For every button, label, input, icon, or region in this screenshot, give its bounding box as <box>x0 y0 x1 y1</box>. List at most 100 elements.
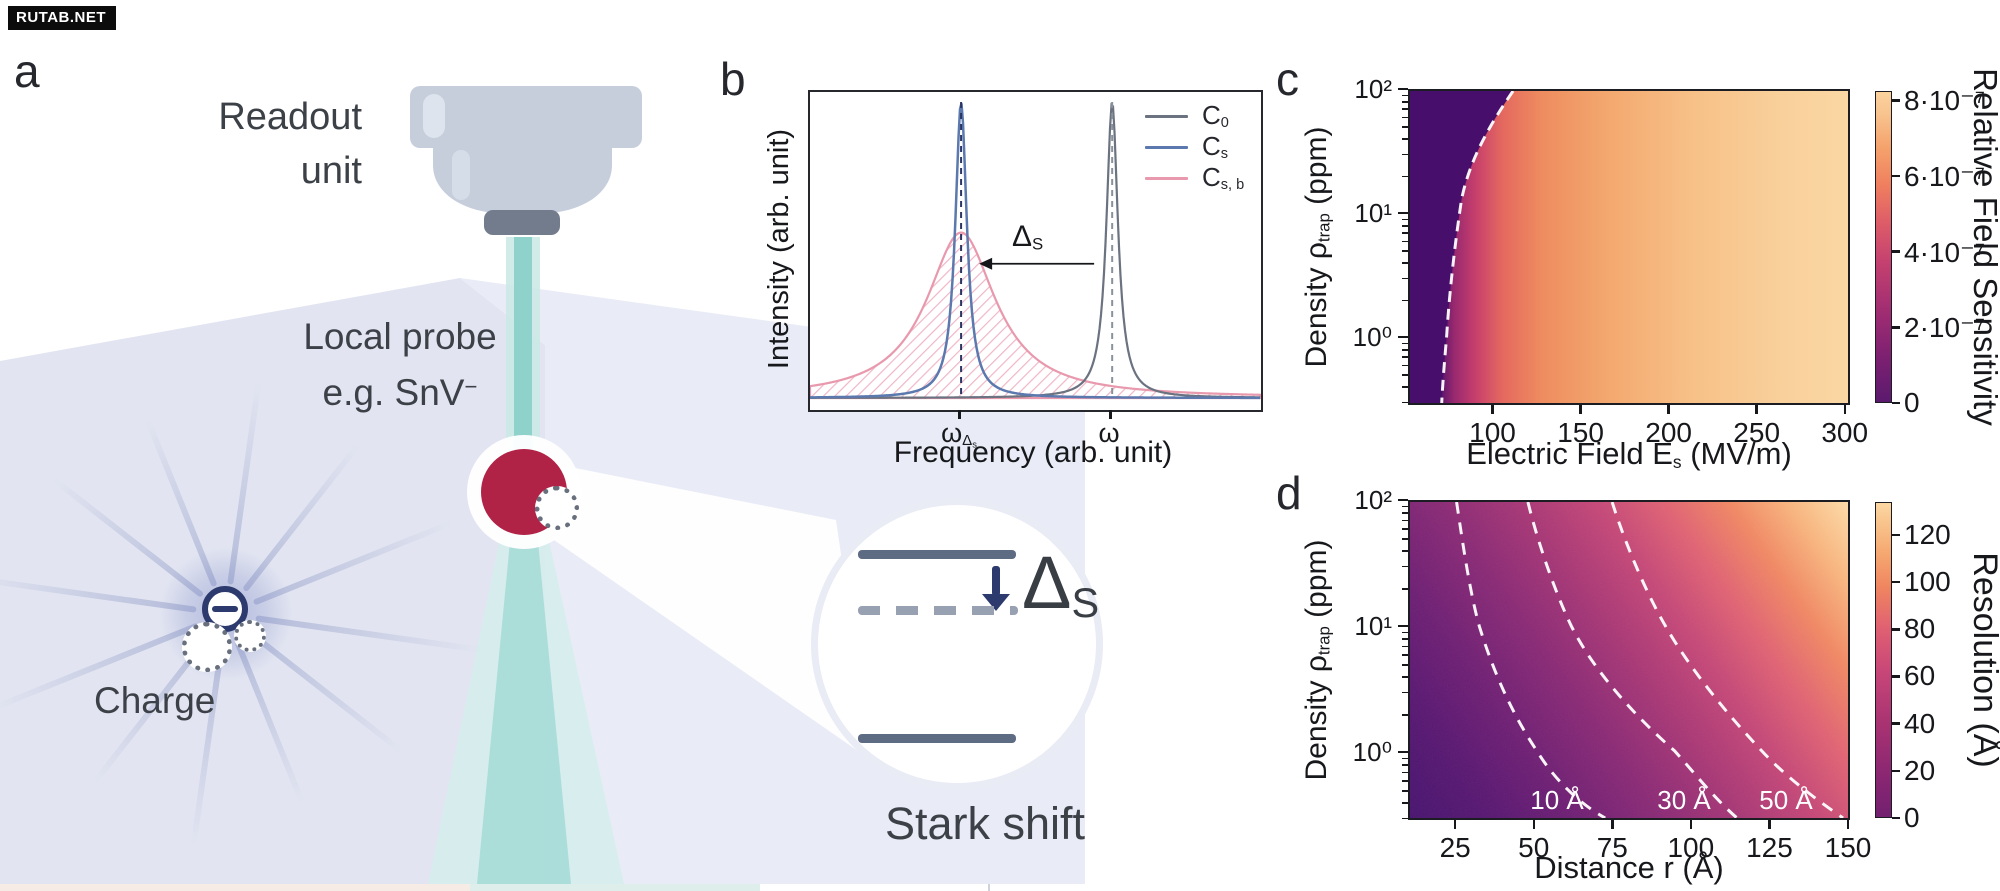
panel-d-ylabel-sub: trap <box>1314 626 1334 656</box>
y-minor-tick <box>1402 764 1408 766</box>
legend-label-c0: C0 <box>1202 100 1229 131</box>
contour-30A <box>1526 502 1738 818</box>
energy-level-shifted-dashed <box>858 606 1018 615</box>
legend-line-c0 <box>1145 114 1188 118</box>
contour-label-50A: 50 Å <box>1759 785 1813 815</box>
legend-c0-main: C <box>1202 100 1221 131</box>
colorbar-tick-mark <box>1892 675 1900 678</box>
delta-sub: S <box>1071 579 1100 627</box>
y-minor-tick <box>1402 789 1408 792</box>
panel-c-xlabel-main: Electric Field E <box>1466 436 1673 471</box>
panel-c-xlabel: Electric Field Es (MV/m) <box>1409 436 1849 473</box>
y-minor-tick <box>1402 802 1408 804</box>
y-minor-tick <box>1402 116 1408 119</box>
y-minor-tick <box>1402 262 1408 264</box>
y-minor-tick <box>1402 342 1408 345</box>
readout-line1: Readout <box>218 96 362 138</box>
x-tick-label: 75 <box>1596 832 1628 863</box>
legend-row-csb: Cs, b <box>1145 162 1244 194</box>
bottom-strip-mark <box>988 884 990 891</box>
y-tick-mark <box>1398 498 1408 502</box>
y-minor-tick <box>1402 588 1408 590</box>
panel-b-delta-annotation: ΔS <box>1012 220 1043 255</box>
colorbar-tick-mark <box>1892 250 1900 253</box>
panel-c-colorbar <box>1875 91 1892 403</box>
y-minor-tick <box>1402 108 1408 110</box>
y-minor-tick <box>1402 527 1408 530</box>
x-tick-mark <box>1768 820 1771 829</box>
panel-b-xtick-shifted: ωΔs <box>924 418 994 450</box>
panel-c-ylabel-unit: (ppm) <box>1300 126 1333 214</box>
readout-unit-label: Readout unit <box>158 90 362 198</box>
y-minor-tick <box>1402 645 1408 648</box>
x-tick-label: 200 <box>1645 417 1692 448</box>
panel-c-heatmap <box>1408 89 1850 405</box>
laser-beam-core <box>514 237 532 493</box>
delta-main: Δ <box>1022 541 1072 624</box>
colorbar-tick-label: 20 <box>1904 754 1936 786</box>
panel-c-zero-region <box>1410 91 1514 403</box>
panel-d-colorbar <box>1875 502 1892 818</box>
x-tick-label: 100 <box>1667 832 1715 863</box>
probe-line2-sup: − <box>464 374 478 399</box>
watermark: RUTAB.NET <box>8 6 117 30</box>
y-minor-tick <box>1402 691 1408 694</box>
ann-delta-main: Δ <box>1012 220 1033 253</box>
panel-c-ylabel-sub: trap <box>1314 213 1334 243</box>
panel-d-ylabel-main: Density ρ <box>1300 655 1333 781</box>
legend-csb-sub: s, b <box>1220 177 1245 194</box>
colorbar-tick-mark <box>1892 533 1900 537</box>
bottom-strip-warm <box>0 884 470 891</box>
omega-sub: Δs <box>962 432 977 450</box>
energy-level-lower <box>858 734 1016 743</box>
omega-sub-delta: Δ <box>962 432 973 450</box>
colorbar-tick-label: 4·10⁻⁷ <box>1904 236 1985 268</box>
charge-minus-bar <box>212 606 238 612</box>
y-minor-tick <box>1402 356 1408 358</box>
y-minor-tick <box>1402 653 1408 656</box>
omega-sub-s: s <box>972 439 977 450</box>
curve-Cs,b <box>808 231 1263 400</box>
colorbar-tick-mark <box>1892 174 1900 178</box>
colorbar-tick-mark <box>1892 99 1900 102</box>
y-tick-label: 10⁰ <box>1352 737 1392 767</box>
y-minor-tick <box>1402 631 1408 634</box>
y-minor-tick <box>1402 225 1408 227</box>
y-minor-tick <box>1402 817 1408 820</box>
charge-label: Charge <box>94 680 216 721</box>
y-minor-tick <box>1402 240 1408 243</box>
panel-b-xlabel: Frequency (arb. unit) <box>893 436 1173 469</box>
legend-label-csb: Cs, b <box>1202 162 1244 193</box>
y-minor-tick <box>1402 505 1408 508</box>
panel-d-letter: d <box>1276 467 1302 519</box>
colorbar-tick-mark <box>1892 769 1900 773</box>
shift-arrow-tip <box>979 257 993 270</box>
x-tick-mark <box>1843 405 1847 414</box>
colorbar-tick-label: 2·10⁻⁷ <box>1904 312 1985 344</box>
y-minor-tick <box>1402 175 1408 178</box>
panel-b-curves-svg <box>808 102 1263 400</box>
panel-b-legend: C0 Cs Cs, b <box>1145 100 1244 194</box>
panel-c-dashed-contour <box>1440 91 1515 403</box>
contour-label-30A: 30 Å <box>1657 785 1711 815</box>
objective-top-block <box>410 86 642 148</box>
colorbar-tick-label: 8·10⁻⁷ <box>1904 85 1985 117</box>
y-minor-tick <box>1402 771 1408 774</box>
x-tick-label: 150 <box>1557 417 1604 448</box>
y-minor-tick <box>1402 757 1408 760</box>
beam-cone-inner <box>477 490 571 884</box>
y-minor-tick <box>1402 364 1408 367</box>
legend-line-csb <box>1145 176 1188 180</box>
objective-nozzle <box>484 210 560 235</box>
bottom-strip-teal <box>470 884 760 891</box>
x-tick-label: 100 <box>1469 417 1516 448</box>
x-tick-label: 50 <box>1518 832 1550 863</box>
local-probe-label: Local probe e.g. SnV− <box>278 312 522 418</box>
x-tick-mark <box>1755 405 1758 414</box>
y-tick-mark <box>1398 335 1408 339</box>
legend-label-cs: Cs <box>1202 131 1228 162</box>
contour-label-10A: 10 Å <box>1530 785 1584 815</box>
panel-c-xlabel-unit: (MV/m) <box>1681 436 1792 471</box>
panel-a-letter: a <box>14 45 40 97</box>
y-minor-tick <box>1402 374 1408 376</box>
